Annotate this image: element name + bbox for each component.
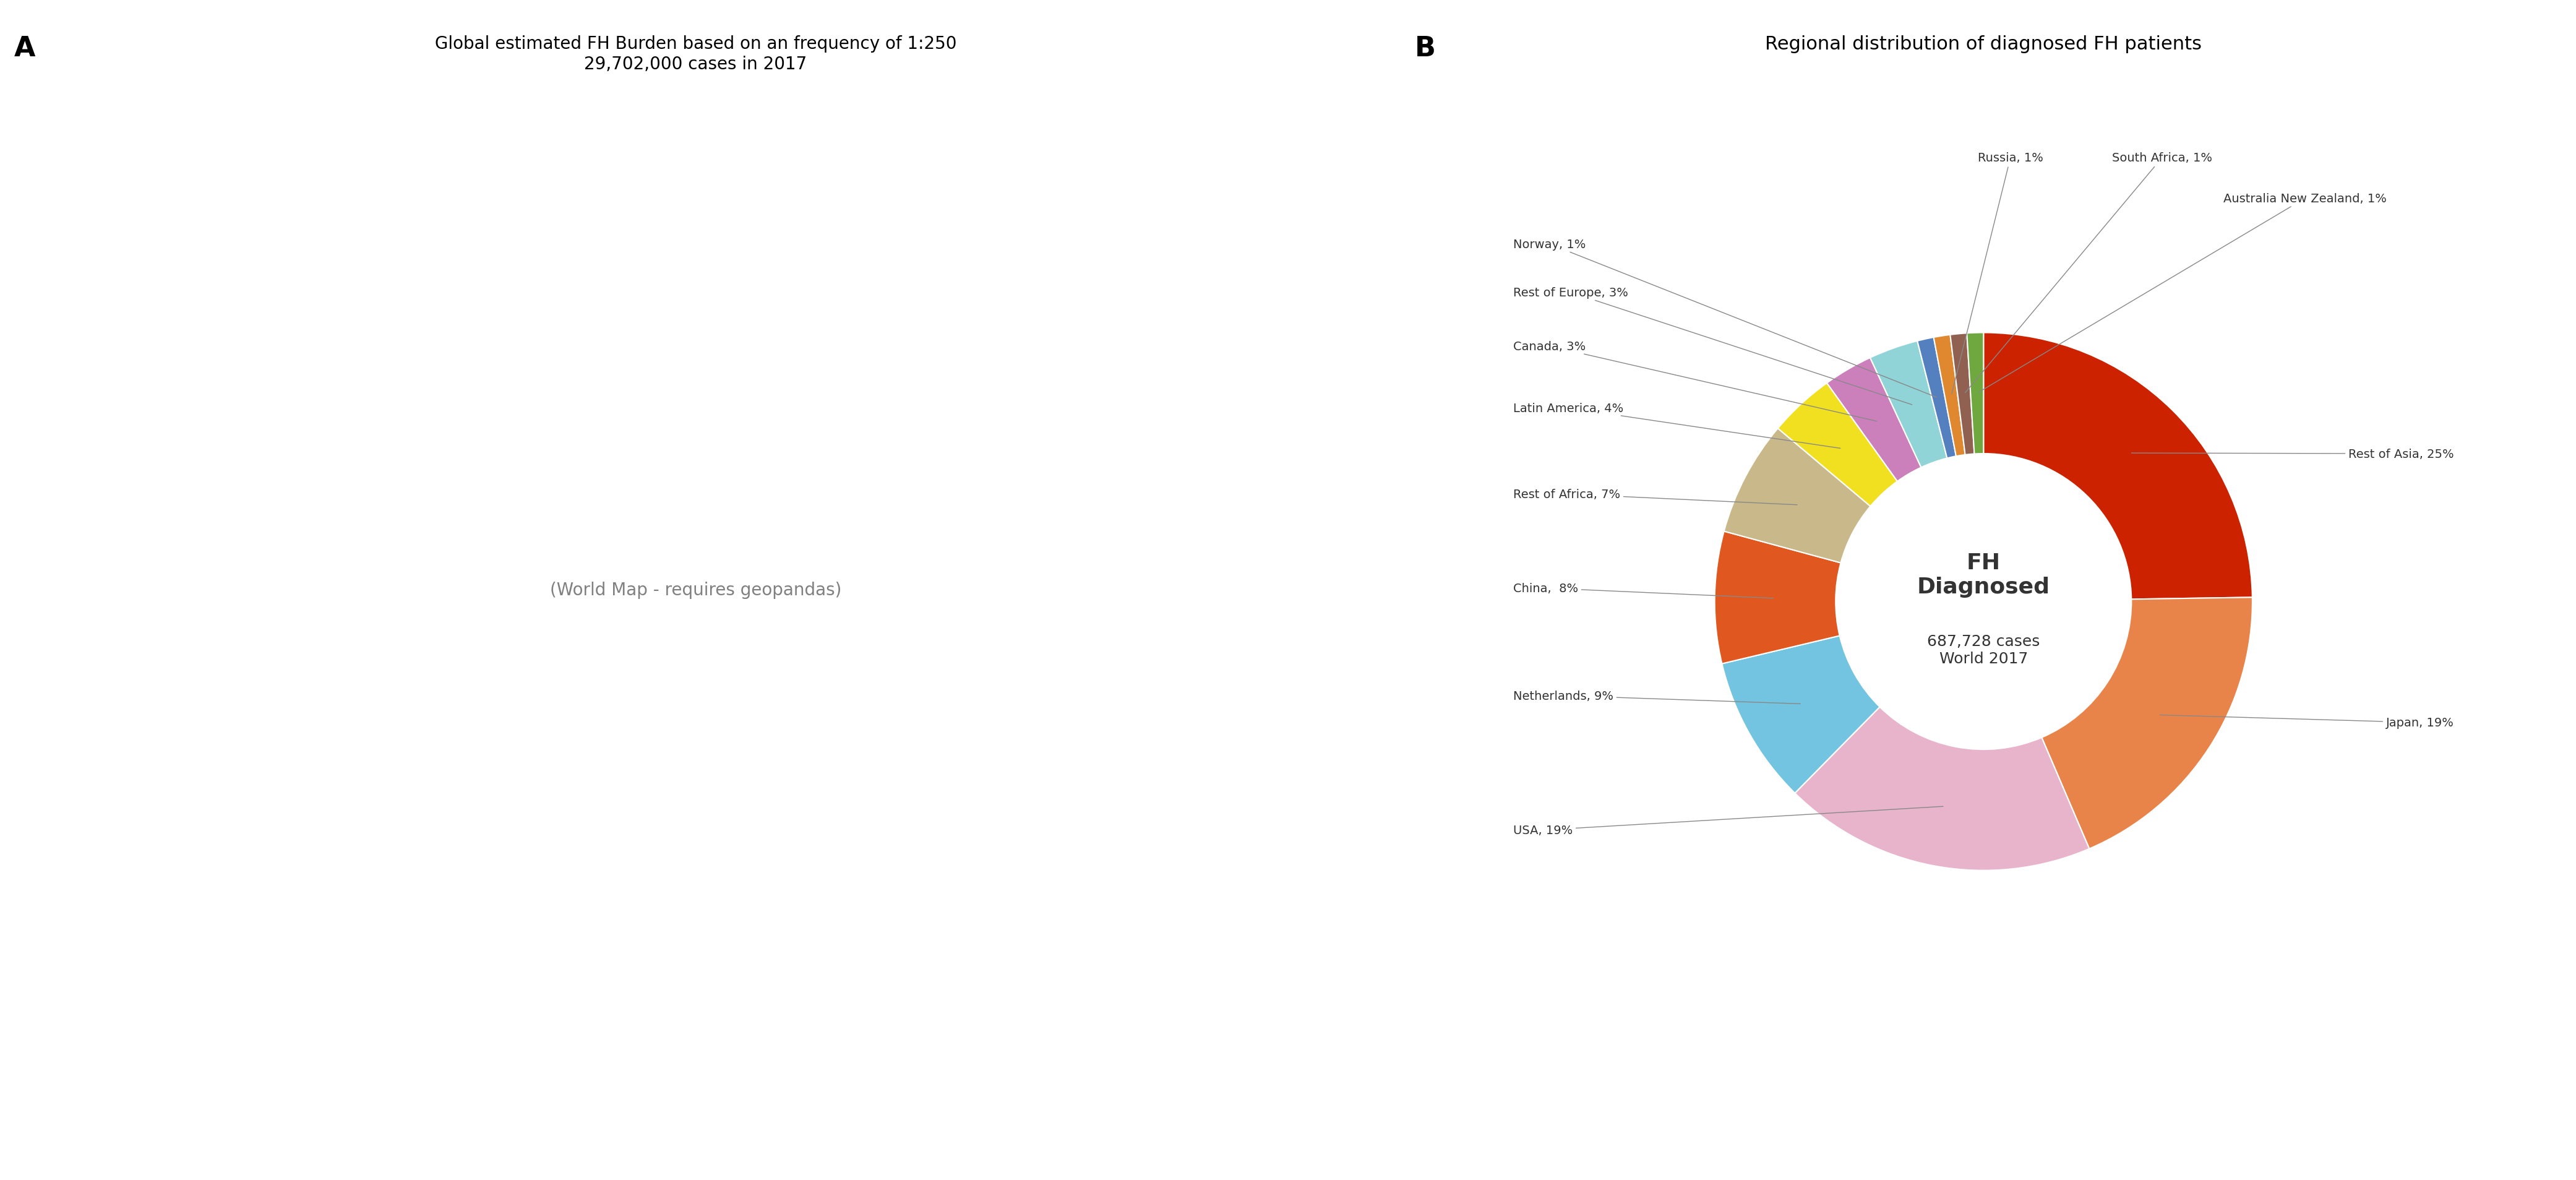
Text: B: B	[1414, 35, 1435, 63]
Text: Canada, 3%: Canada, 3%	[1512, 341, 1878, 421]
Text: Japan, 19%: Japan, 19%	[2161, 715, 2455, 728]
Text: USA, 19%: USA, 19%	[1512, 807, 1942, 837]
Text: FH
Diagnosed: FH Diagnosed	[1917, 552, 2050, 597]
Text: (World Map - requires geopandas): (World Map - requires geopandas)	[549, 582, 842, 598]
Text: Rest of Europe, 3%: Rest of Europe, 3%	[1512, 287, 1911, 405]
Text: Rest of Asia, 25%: Rest of Asia, 25%	[2130, 448, 2455, 460]
Text: Regional distribution of diagnosed FH patients: Regional distribution of diagnosed FH pa…	[1765, 35, 2202, 53]
Wedge shape	[1935, 335, 1965, 457]
Text: Netherlands, 9%: Netherlands, 9%	[1512, 690, 1801, 704]
Text: Global estimated FH Burden based on an frequency of 1:250
29,702,000 cases in 20: Global estimated FH Burden based on an f…	[435, 35, 956, 73]
Wedge shape	[1968, 333, 1984, 454]
Wedge shape	[1721, 636, 1880, 793]
Wedge shape	[2043, 597, 2251, 848]
Text: China,  8%: China, 8%	[1512, 583, 1772, 598]
Text: Latin America, 4%: Latin America, 4%	[1512, 402, 1839, 448]
Wedge shape	[1870, 341, 1947, 467]
Wedge shape	[1917, 337, 1955, 459]
Wedge shape	[1723, 428, 1870, 563]
Text: Norway, 1%: Norway, 1%	[1512, 238, 1937, 398]
Wedge shape	[1950, 334, 1973, 455]
Wedge shape	[1984, 333, 2251, 599]
Text: A: A	[13, 35, 36, 63]
Text: South Africa, 1%: South Africa, 1%	[1965, 152, 2213, 393]
Wedge shape	[1777, 384, 1899, 506]
Wedge shape	[1795, 707, 2089, 871]
Text: Russia, 1%: Russia, 1%	[1953, 152, 2043, 394]
Text: 687,728 cases
World 2017: 687,728 cases World 2017	[1927, 634, 2040, 667]
Wedge shape	[1826, 358, 1922, 481]
Text: Rest of Africa, 7%: Rest of Africa, 7%	[1512, 489, 1798, 505]
Text: Australia New Zealand, 1%: Australia New Zealand, 1%	[1978, 192, 2388, 393]
Wedge shape	[1716, 531, 1842, 664]
